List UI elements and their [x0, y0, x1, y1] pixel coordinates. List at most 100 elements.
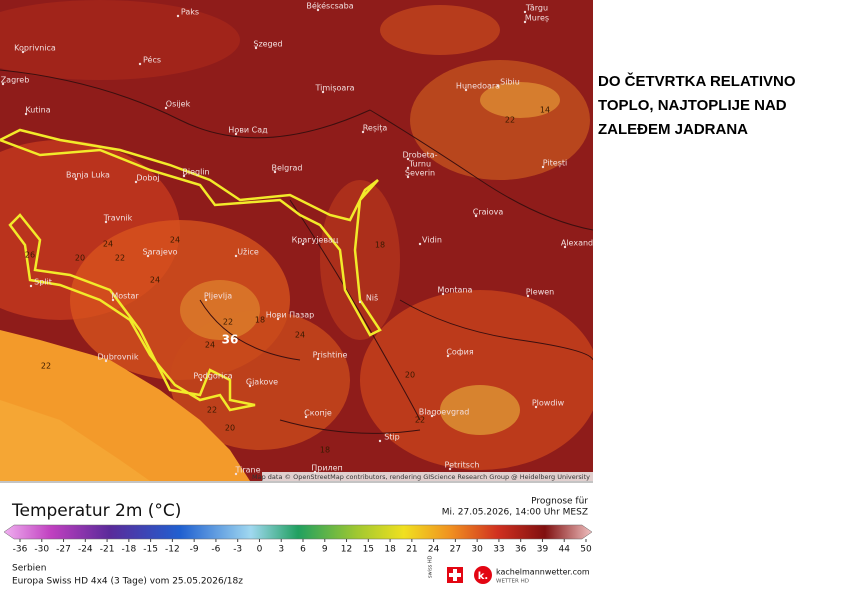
city-label: Niš	[366, 293, 378, 303]
colorbar-tick-label: -21	[100, 545, 115, 555]
city-label: Békéscsaba	[306, 1, 353, 11]
city-dot	[276, 317, 280, 321]
city-label: Szeged	[253, 40, 282, 49]
city-dot	[234, 132, 238, 136]
map-value: 22	[115, 254, 125, 263]
city-dot	[534, 405, 538, 409]
city-dot	[358, 300, 362, 304]
colorbar-tick-label: 21	[406, 545, 417, 555]
colorbar-tick-label: -24	[78, 545, 93, 555]
colorbar-tick-label: 39	[537, 545, 549, 555]
city-dot	[316, 8, 320, 12]
legend: Temperatur 2m (°C) Prognose für Mi. 27.0…	[0, 481, 593, 587]
city-label: София	[446, 348, 474, 357]
colorbar-tick-label: -15	[143, 545, 158, 555]
city-label: Koprivnica	[14, 44, 56, 53]
city-dot	[316, 357, 320, 361]
city-label: Sibiu	[500, 78, 520, 87]
city-label: Severin	[405, 169, 435, 178]
map-value: 18	[375, 241, 385, 250]
map-value: 24	[205, 341, 215, 350]
colorbar-tick-label: -36	[13, 545, 28, 555]
map-value: 36	[222, 333, 239, 347]
city-dot	[29, 284, 33, 288]
city-dot	[248, 384, 252, 388]
city-label: Alexand	[561, 239, 593, 248]
city-dot	[21, 50, 25, 54]
city-dot	[418, 242, 422, 246]
city-label: Vidin	[422, 236, 442, 245]
city-dot	[104, 220, 108, 224]
city-label: Dubrovnik	[98, 353, 139, 362]
map-value: 24	[170, 236, 180, 245]
city-label: Kutina	[25, 106, 50, 115]
city-dot	[523, 20, 527, 24]
colorbar-tick-label: 6	[300, 545, 306, 555]
city-dot	[138, 62, 142, 66]
city-dot	[304, 415, 308, 419]
city-label: Užice	[237, 248, 259, 257]
city-label: Tirane	[234, 466, 260, 475]
city-dot	[526, 294, 530, 298]
city-dot	[406, 166, 410, 170]
city-dot	[182, 174, 186, 178]
colorbar-tick-label: 18	[384, 545, 396, 555]
map-attribution: Map data © OpenStreetMap contributors, r…	[252, 473, 590, 481]
city-label: Pécs	[143, 55, 161, 65]
city-dot	[406, 175, 410, 179]
city-label: Podgorica	[193, 372, 232, 381]
svg-text:k.: k.	[478, 571, 488, 582]
city-dot	[464, 88, 468, 92]
city-label: Bieglin	[182, 168, 209, 177]
colorbar-tick-label: -6	[211, 545, 220, 555]
colorbar-tick-label: 33	[493, 545, 504, 555]
brand-logo	[474, 566, 492, 584]
map-value: 24	[295, 331, 305, 340]
city-dot	[430, 414, 434, 418]
city-dot	[234, 472, 238, 476]
city-dot	[406, 157, 410, 161]
headline-line: TOPLO, NAJTOPLIJE NAD	[598, 97, 787, 114]
colorbar-tick-label: 24	[428, 545, 440, 555]
colorbar-tick-label: -18	[121, 545, 136, 555]
city-label: Reșița	[363, 124, 388, 134]
map-value: 24	[150, 276, 160, 285]
city-label: Montana	[438, 286, 473, 295]
colorbar-tick-label: 36	[515, 545, 527, 555]
city-dot	[361, 130, 365, 134]
map-value: 22	[207, 406, 217, 415]
city-dot	[1, 82, 5, 86]
city-dot	[74, 177, 78, 181]
city-label: Hunedoara	[456, 82, 500, 91]
city-dot	[134, 180, 138, 184]
city-label: Pljevlja	[204, 292, 232, 301]
colorbar-tick-label: -12	[165, 545, 180, 555]
city-dot	[254, 46, 258, 50]
colorbar-tick-label: 0	[257, 545, 263, 555]
city-label: Split	[34, 278, 52, 287]
forecast-label: Prognose für	[531, 497, 588, 507]
city-dot	[146, 254, 150, 258]
city-dot	[378, 439, 382, 443]
city-dot	[234, 254, 238, 258]
city-dot	[321, 90, 325, 94]
city-label: Târgu	[525, 4, 548, 13]
city-label: Prishtine	[313, 351, 348, 360]
city-label: Stip	[384, 433, 400, 442]
city-dot	[111, 298, 115, 302]
city-dot	[496, 84, 500, 88]
model-info: Europa Swiss HD 4x4 (3 Tage) vom 25.05.2…	[12, 577, 243, 587]
headline: DO ČETVRTKA RELATIVNO TOPLO, NAJTOPLIJE …	[598, 70, 796, 142]
city-label: Zagreb	[1, 76, 30, 85]
city-label: Drobeta-	[402, 151, 437, 160]
map-value: 14	[540, 106, 550, 115]
city-dot	[164, 106, 168, 110]
map-value: 18	[255, 316, 265, 325]
city-label: Скопје	[304, 409, 332, 418]
map-value: 22	[415, 416, 425, 425]
map-value: 18	[320, 446, 330, 455]
map-value: 26	[25, 251, 35, 260]
colorbar-tick-label: 15	[363, 545, 374, 555]
city-dot	[204, 298, 208, 302]
